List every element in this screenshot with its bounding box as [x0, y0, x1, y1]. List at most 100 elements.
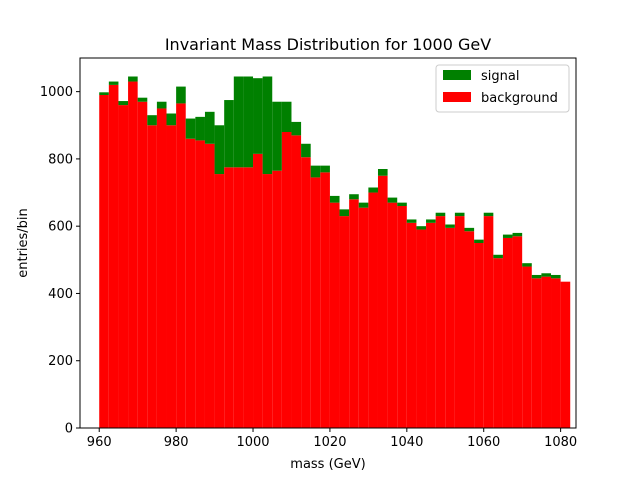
signal-bar [320, 165, 330, 173]
signal-bar [156, 101, 167, 109]
background-bar [243, 167, 254, 428]
bars-group [99, 76, 571, 429]
y-tick-label: 400 [48, 287, 73, 302]
x-tick-label: 1040 [390, 435, 423, 450]
signal-bar [185, 118, 196, 139]
signal-bar [214, 125, 225, 175]
background-bar [281, 132, 292, 428]
signal-bar [368, 187, 378, 193]
signal-bar [253, 78, 263, 154]
signal-bar [358, 202, 369, 208]
background-bar [502, 237, 513, 428]
background-bar [329, 202, 340, 428]
signal-bar [176, 86, 186, 104]
background-bar [368, 192, 378, 428]
signal-bar [118, 101, 129, 106]
background-bar [464, 231, 475, 428]
y-tick-label: 800 [48, 152, 73, 167]
background-bar [512, 236, 523, 428]
background-bar [301, 157, 311, 428]
background-bar [358, 207, 369, 428]
signal-bar [387, 197, 398, 203]
signal-bar [262, 76, 273, 175]
x-tick-label: 1020 [313, 435, 346, 450]
background-bar [493, 258, 503, 428]
background-bar [118, 105, 129, 428]
signal-bar [108, 81, 119, 85]
background-bar [166, 125, 177, 428]
background-bar [531, 278, 542, 428]
background-bar [454, 216, 465, 428]
background-bar [108, 84, 119, 428]
signal-bar [377, 169, 388, 176]
y-tick-label: 200 [48, 354, 73, 369]
background-bar [310, 177, 321, 428]
background-bar [147, 125, 157, 428]
background-bar [483, 216, 494, 428]
background-bar [416, 229, 427, 428]
background-bar [406, 222, 417, 428]
background-bar [320, 172, 330, 428]
background-bar [387, 202, 398, 428]
background-bar [176, 103, 186, 428]
legend-swatch-signal [443, 70, 471, 80]
x-axis-label: mass (GeV) [290, 457, 365, 472]
background-bar [426, 222, 436, 428]
signal-bar [551, 274, 561, 279]
background-bar [272, 170, 282, 428]
background-bar [560, 281, 571, 428]
signal-bar [204, 111, 215, 144]
background-bar [262, 174, 273, 428]
plot-frame [79, 57, 577, 429]
y-axis-ticks: 0 200 400 600 800 1000 [40, 85, 80, 437]
background-bar [204, 143, 215, 429]
signal-bar [166, 113, 177, 126]
signal-bar [349, 194, 359, 200]
signal-bar [301, 143, 311, 158]
background-bar [128, 81, 138, 428]
signal-bar [195, 116, 205, 141]
x-tick-label: 1080 [544, 435, 577, 450]
signal-bar [137, 97, 148, 102]
signal-bar [502, 234, 513, 238]
signal-bar [310, 165, 321, 178]
background-bar [377, 175, 388, 428]
x-tick-label: 1060 [467, 435, 500, 450]
signal-bar [464, 227, 475, 232]
signal-bar [233, 76, 244, 168]
signal-bar [474, 239, 484, 243]
y-tick-label: 600 [48, 220, 73, 235]
signal-bar [339, 209, 350, 217]
x-tick-label: 960 [87, 435, 112, 450]
signal-bar [493, 254, 503, 259]
background-bar [137, 101, 148, 429]
background-bar [253, 153, 263, 428]
background-bar [156, 108, 167, 429]
signal-bar [243, 76, 254, 168]
signal-bar [291, 121, 302, 136]
signal-bar [329, 195, 340, 203]
background-bar [339, 216, 350, 428]
background-bar [214, 174, 225, 428]
background-bar [99, 95, 109, 428]
chart-title: Invariant Mass Distribution for 1000 GeV [165, 35, 491, 54]
y-axis-label: entries/bin [16, 208, 31, 278]
background-bar [185, 138, 196, 428]
legend-label-signal: signal [481, 69, 519, 84]
signal-bar [397, 202, 407, 206]
signal-bar [99, 92, 109, 95]
legend: signal background [435, 64, 570, 113]
background-bar [397, 206, 407, 428]
signal-bar [406, 219, 417, 223]
signal-bar [454, 212, 465, 217]
background-bar [349, 199, 359, 428]
signal-bar [445, 224, 455, 228]
background-bar [522, 266, 532, 428]
signal-bar [541, 273, 552, 277]
background-bar [291, 135, 302, 428]
y-tick-label: 1000 [40, 85, 73, 100]
signal-bar [512, 232, 523, 237]
background-bar [445, 227, 455, 428]
background-bar [435, 216, 446, 428]
